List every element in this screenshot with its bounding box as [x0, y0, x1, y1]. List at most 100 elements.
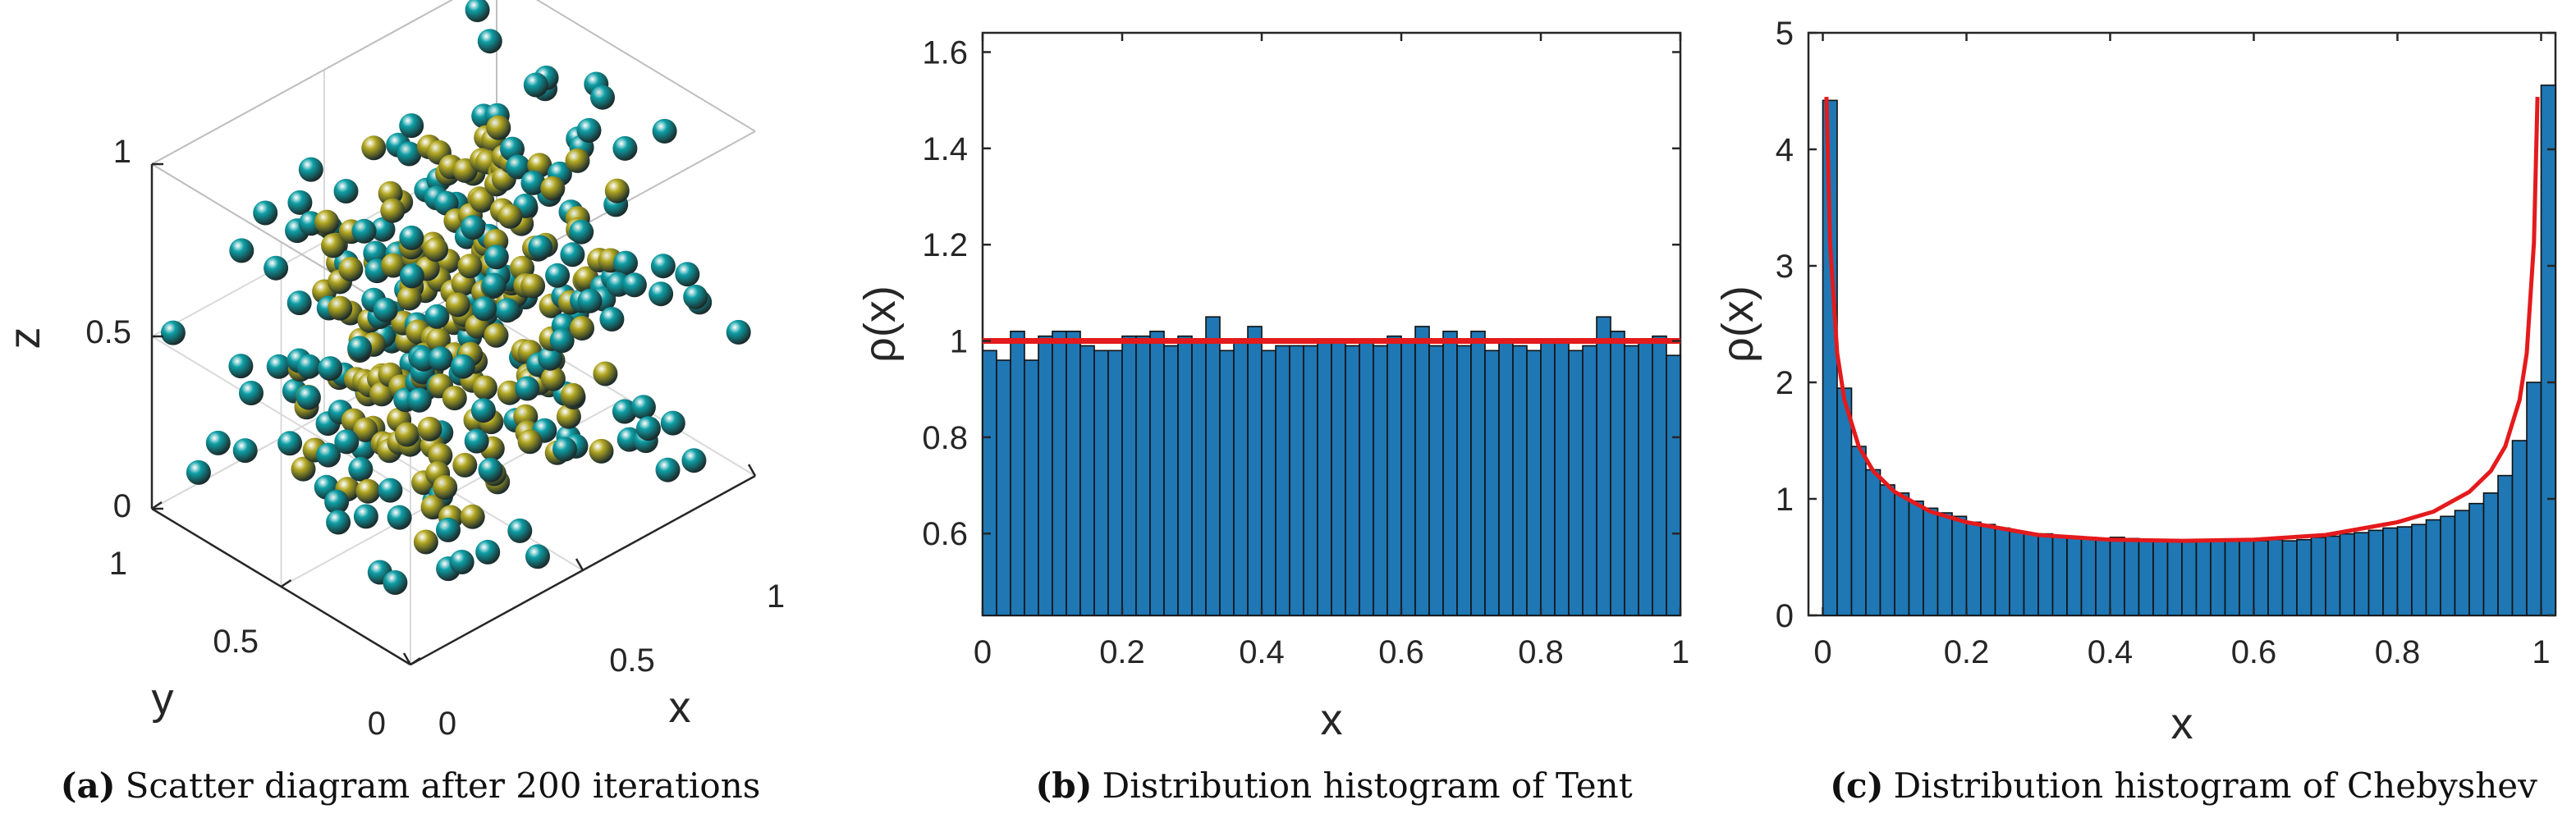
scatter-point-teal [683, 284, 708, 309]
x-tick-label: 0.6 [1378, 634, 1424, 670]
histogram-bar [2253, 540, 2269, 616]
scatter-point-olive [381, 253, 406, 278]
histogram-bar [2095, 537, 2111, 616]
scatter-point-teal [363, 240, 388, 266]
scatter-point-olive [417, 416, 442, 441]
histogram-bar [1066, 330, 1081, 616]
histogram-bar [996, 359, 1011, 616]
scatter-point-teal [399, 263, 424, 289]
scatter3d-points [160, 0, 751, 595]
scatter-point-teal [348, 456, 374, 482]
histogram-bar [1387, 335, 1402, 616]
scatter-point-olive [291, 456, 316, 482]
histogram-bar [1850, 446, 1867, 616]
scatter-point-teal [560, 242, 585, 267]
caption-b: (b) Distribution histogram of Tent [1035, 766, 1632, 806]
scatter-point-teal [370, 217, 396, 242]
y-tick-mark [410, 656, 421, 666]
scatter-point-olive [394, 422, 419, 447]
x-tick-label: 0 [974, 634, 992, 670]
scatter-point-teal [326, 510, 351, 535]
scatter-point-teal [528, 235, 553, 260]
scatter-point-teal [552, 437, 577, 462]
histogram-bar [2526, 382, 2542, 616]
histogram-bar [2152, 538, 2169, 616]
scatter-point-teal [318, 356, 343, 382]
tent-axis-ticks: 0 0.2 0.4 0.6 0.8 1 0.6 0.8 1 1.2 1.4 1.6 [922, 33, 1689, 670]
x-tick-label: 0.8 [1518, 634, 1564, 670]
x-tick-label: 0 [1813, 634, 1831, 670]
scatter-point-teal [525, 544, 550, 569]
scatter-point-teal [650, 254, 676, 279]
scatter-point-olive [565, 148, 590, 173]
y-tick-label: 1.4 [922, 131, 968, 167]
caption-b-text: Distribution histogram of Tent [1102, 766, 1633, 806]
histogram-bar [2440, 515, 2456, 616]
scatter-point-teal [353, 504, 378, 529]
y-tick-mark [280, 578, 292, 588]
scatter-point-olive [540, 176, 566, 201]
scatter-point-teal [515, 376, 540, 401]
histogram-bar [1038, 335, 1053, 616]
scatter-point-olive [472, 375, 497, 400]
scatter-point-teal [635, 416, 661, 441]
histogram-bar [1373, 345, 1388, 616]
y-tick-label: 0.8 [922, 420, 968, 456]
scatter-point-olive [428, 443, 453, 469]
histogram-bar [1923, 507, 1939, 616]
scatter-point-olive [556, 404, 581, 429]
scatter-point-olive [589, 438, 614, 464]
scatter-point-teal [681, 448, 707, 473]
y-tick-label: 1.6 [922, 34, 968, 71]
histogram-bar [1498, 340, 1514, 616]
scatter-point-teal [612, 135, 638, 161]
x-tick-label: 0.2 [1944, 634, 1990, 670]
histogram-bar [1079, 345, 1095, 616]
scatter-point-teal [316, 442, 341, 468]
scatter-point-olive [517, 429, 543, 455]
scatter-point-teal [205, 430, 231, 455]
chebyshev-histogram-panel: 0 0.2 0.4 0.6 0.8 1 0 1 2 3 4 5 ρ(x) x [1713, 16, 2557, 748]
chebyshev-y-axis-label: ρ(x) [1713, 286, 1762, 363]
histogram-bar [1879, 484, 1895, 616]
caption-a-label: (a) [61, 766, 116, 806]
histogram-bar [1428, 345, 1444, 616]
histogram-bar [2224, 538, 2240, 616]
histogram-bar [1359, 340, 1374, 616]
scatter-point-teal [239, 381, 264, 405]
scatter-point-teal [287, 190, 313, 215]
histogram-bar [2210, 540, 2226, 616]
scatter-point-teal [470, 398, 496, 423]
histogram-bar [2080, 537, 2097, 616]
y-tick-label: 0.6 [922, 516, 968, 552]
scatter-point-teal [399, 225, 424, 250]
scatter-point-teal [481, 272, 506, 298]
scatter-point-teal [347, 336, 373, 361]
histogram-bar [1994, 527, 2010, 616]
histogram-bar [1652, 335, 1667, 616]
scatter-point-olive [540, 366, 566, 391]
scatter-point-olive [396, 286, 422, 311]
x-tick-label: 0.5 [609, 642, 655, 679]
scatter-point-teal [450, 354, 475, 379]
z-tick-label: 0.5 [85, 314, 131, 350]
histogram-bar [2396, 526, 2413, 616]
scatter-point-teal [351, 218, 377, 244]
caption-c: (c) Distribution histogram of Chebyshev [1830, 766, 2537, 806]
scatter-point-olive [355, 478, 381, 504]
histogram-bar [1980, 523, 1996, 616]
scatter-point-teal [652, 118, 677, 144]
caption-b-label: (b) [1035, 766, 1092, 806]
histogram-bar [2124, 537, 2140, 616]
scatter-point-olive [380, 198, 406, 223]
histogram-bar [1205, 316, 1221, 616]
histogram-bar [1010, 330, 1025, 616]
y-tick-label: 1 [950, 324, 968, 360]
histogram-bar [1247, 326, 1263, 616]
scatter-point-teal [569, 219, 594, 245]
histogram-bar [1865, 469, 1882, 616]
x-axis-label: x [669, 683, 691, 732]
scatter-point-teal [520, 170, 546, 195]
scatter-point-teal [465, 0, 490, 22]
